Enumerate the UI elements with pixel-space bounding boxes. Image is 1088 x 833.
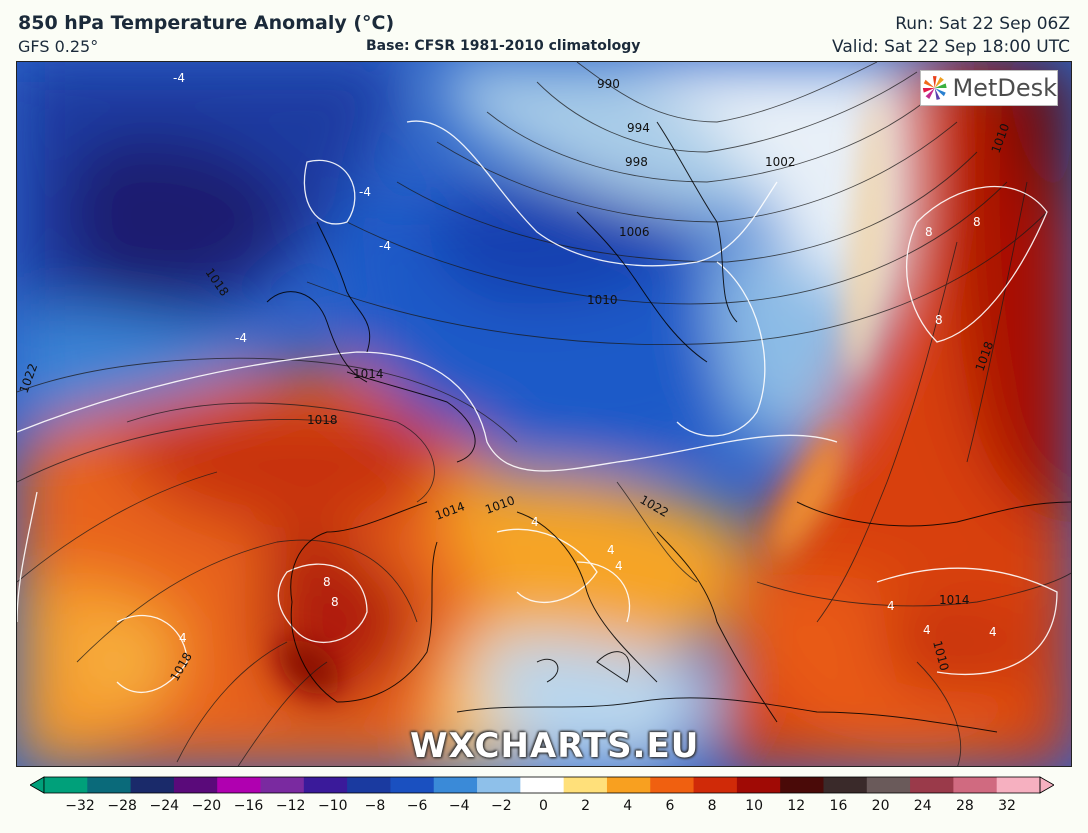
colorbar-tick-label: 28	[955, 798, 974, 814]
colorbar-tick-label: −6	[406, 798, 428, 814]
logo-text: MetDesk	[952, 74, 1057, 102]
anomaly-label: 8	[331, 595, 339, 609]
colorbar-segment	[130, 777, 175, 793]
anomaly-label: 4	[887, 599, 895, 613]
colorbar-segment	[606, 777, 651, 793]
colorbar-segment	[433, 777, 478, 793]
anomaly-label: 4	[179, 631, 187, 645]
colorbar-tick-label: 0	[539, 798, 548, 814]
run-label: Run: Sat 22 Sep 06Z	[895, 14, 1070, 34]
colorbar-tick-label: 16	[829, 798, 848, 814]
anomaly-label: 4	[615, 559, 623, 573]
colorbar-tick-label: −16	[233, 798, 264, 814]
anomaly-label: 8	[323, 575, 331, 589]
anomaly-label: -4	[235, 331, 247, 345]
anomaly-label: 4	[531, 515, 539, 529]
isobar-label: 1014	[353, 367, 384, 381]
colorbar-right-arrow	[1039, 776, 1054, 794]
colorbar-tick-label: 2	[581, 798, 591, 814]
colorbar-tick-label: −10	[318, 798, 348, 814]
anomaly-labels: -4 -4 -4 -4 8 8 8 8 8 4 4 4 4 4 4 4	[173, 71, 997, 645]
colorbar-tick-label: 32	[998, 798, 1016, 814]
coastlines	[266, 121, 1071, 733]
anomaly-contours	[17, 120, 1058, 693]
colorbar-segment	[390, 777, 435, 793]
colorbar-segment	[953, 777, 998, 793]
colorbar-tick-label: 6	[665, 798, 675, 814]
isobar-label: 994	[627, 121, 650, 135]
colorbar-tick-label: −32	[65, 798, 95, 814]
colorbar-segment	[347, 777, 392, 793]
colorbar-tick-label: 4	[623, 798, 633, 814]
watermark: WXCHARTS.EU	[410, 726, 700, 766]
anomaly-label: -4	[379, 239, 391, 253]
colorbar-segment	[44, 777, 88, 793]
colorbar-segment	[736, 777, 781, 793]
isobar-label: 1018	[307, 413, 338, 427]
anomaly-label: 4	[923, 623, 931, 637]
colorbar-segment	[303, 777, 348, 793]
colorbar-tick-label: −28	[107, 798, 137, 814]
metdesk-logo-icon	[922, 76, 947, 100]
colorbar-ticks: −32 −28 −24 −20 −16 −12 −10 −8 −6 −4 −2 0 2 4 6 8 10 12 16…	[30, 798, 1054, 818]
colorbar-left-arrow	[30, 776, 45, 794]
anomaly-field	[17, 62, 1071, 766]
colorbar-segment	[217, 777, 262, 793]
isobar-label: 998	[625, 155, 648, 169]
colorbar-tick-label: −2	[491, 798, 512, 814]
colorbar-segment	[693, 777, 738, 793]
colorbar-tick-label: 8	[707, 798, 717, 814]
anomaly-label: 8	[973, 215, 981, 229]
model-label: GFS 0.25°	[18, 37, 99, 56]
colorbar-tick-label: −20	[191, 798, 222, 814]
isobar-lines	[17, 62, 1071, 766]
colorbar-segment	[823, 777, 868, 793]
colorbar-segment	[866, 777, 911, 793]
colorbar-segment	[173, 777, 218, 793]
colorbar-tick-label: −8	[364, 798, 386, 814]
colorbar-tick-label: −12	[275, 798, 306, 814]
colorbar-segment	[260, 777, 305, 793]
colorbar-segment	[520, 777, 565, 793]
map-canvas: 990 994 998 1002 1006 1010 1014 1018 102…	[17, 62, 1071, 766]
colorbar	[30, 776, 1054, 794]
metdesk-logo: MetDesk	[920, 70, 1058, 106]
anomaly-detail	[277, 82, 888, 695]
anomaly-map: 990 994 998 1002 1006 1010 1014 1018 102…	[16, 61, 1072, 767]
colorbar-segment	[477, 777, 521, 793]
base-label: Base: CFSR 1981-2010 climatology	[366, 38, 641, 54]
colorbar-segment	[563, 777, 608, 793]
isobar-label: 1002	[765, 155, 796, 169]
colorbar-segment	[650, 777, 695, 793]
isobar-label: 1014	[939, 593, 970, 607]
colorbar-segment	[780, 777, 825, 793]
chart-title: 850 hPa Temperature Anomaly (°C)	[18, 12, 395, 34]
colorbar-segment	[910, 777, 954, 793]
anomaly-label: 8	[925, 225, 933, 239]
anomaly-label: -4	[173, 71, 185, 85]
anomaly-label: 4	[607, 543, 615, 557]
colorbar-tick-label: 20	[871, 798, 890, 814]
isobar-label: 1006	[619, 225, 650, 239]
anomaly-label: -4	[359, 185, 371, 199]
colorbar-tick-label: 24	[913, 798, 932, 814]
colorbar-segment	[87, 777, 132, 793]
colorbar-tick-label: 10	[745, 798, 764, 814]
isobar-label: 1010	[587, 293, 618, 307]
isobar-label: 990	[597, 77, 620, 91]
anomaly-label: 4	[989, 625, 997, 639]
colorbar-frame	[43, 776, 1041, 794]
colorbar-segment	[996, 777, 1041, 793]
colorbar-tick-label: 12	[787, 798, 806, 814]
colorbar-tick-label: −24	[149, 798, 180, 814]
anomaly-label: 8	[935, 313, 943, 327]
valid-label: Valid: Sat 22 Sep 18:00 UTC	[832, 37, 1070, 57]
colorbar-tick-label: −4	[448, 798, 470, 814]
